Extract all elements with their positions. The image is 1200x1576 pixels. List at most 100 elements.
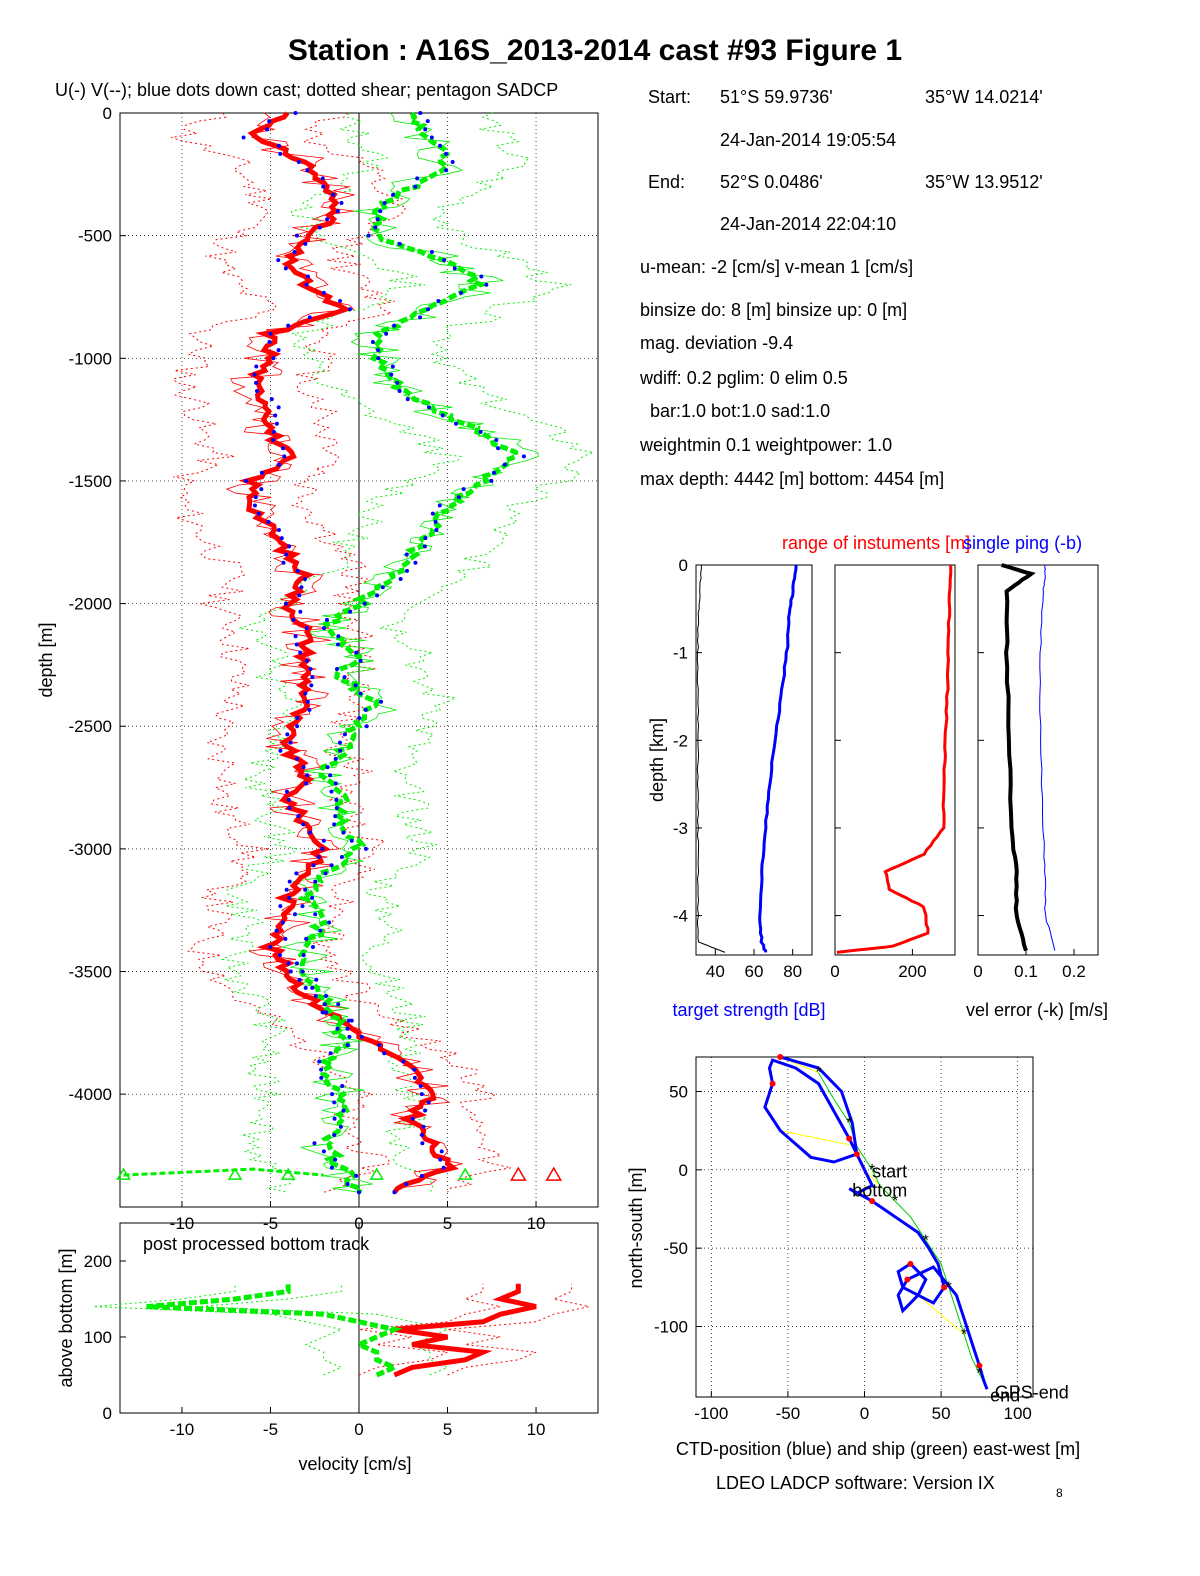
bottom-xlabel: velocity [cm/s]	[298, 1454, 411, 1474]
v-down-cast-dot	[404, 552, 409, 557]
u-down-cast-dot	[308, 666, 313, 671]
v-down-cast-dot	[413, 560, 418, 565]
u-down-cast-dot	[320, 176, 325, 181]
v-down-cast-dot	[334, 797, 339, 802]
u-down-cast-dot	[288, 740, 293, 745]
u-down-cast-dot	[284, 789, 289, 794]
ctd-ship-connector	[917, 1294, 965, 1335]
u-down-cast-dot	[254, 364, 259, 369]
u-down-cast-dot	[294, 871, 299, 876]
v-down-cast-dot	[429, 249, 434, 254]
v-down-cast-dot	[349, 838, 354, 843]
u-down-cast-dot	[284, 552, 289, 557]
u-down-cast-dot	[345, 1026, 350, 1031]
ctd-time-marker	[769, 1080, 776, 1087]
u-down-cast-dot	[322, 1002, 327, 1007]
v-down-cast-dot	[354, 1173, 359, 1178]
ctd-time-marker	[777, 1054, 784, 1060]
ship-time-marker: *	[923, 1232, 929, 1249]
v-down-cast-dot	[434, 527, 439, 532]
u-down-cast-dot	[279, 536, 284, 541]
v-down-cast-dot	[334, 805, 339, 810]
info-panel: Start: 51°S 59.9736' 35°W 14.0214' 24-Ja…	[639, 87, 1043, 489]
ctd-time-marker	[976, 1362, 983, 1369]
v-down-cast-dot	[484, 282, 489, 287]
profile-ylabel: depth [m]	[36, 622, 56, 697]
v-down-cast-dot	[397, 388, 402, 393]
u-down-cast-dot	[244, 478, 249, 483]
wdiff-text: wdiff: 0.2 pglim: 0 elim 0.5	[639, 368, 848, 388]
vel_error-frame	[977, 564, 1099, 956]
u-down-cast-dot	[404, 1182, 409, 1187]
start-lon: 35°W 14.0214'	[925, 87, 1043, 107]
v-down-cast-dot	[453, 421, 458, 426]
small-depth-ylabel: depth [km]	[647, 718, 667, 802]
ctd-time-marker	[869, 1198, 876, 1205]
v-down-cast-dot	[452, 266, 457, 271]
v-down-cast-dot	[336, 634, 341, 639]
u-down-cast-dot	[294, 756, 299, 761]
u-down-cast-dot	[298, 650, 303, 655]
vel_error-single-ping-line	[1039, 564, 1056, 951]
target_strength-ytick-label: -2	[673, 731, 688, 750]
v-down-cast-dot	[341, 1108, 346, 1113]
u-down-cast-dot	[313, 994, 318, 999]
v-down-cast-dot	[461, 487, 466, 492]
v-shear-left	[220, 112, 463, 1193]
v-down-cast-dot	[444, 151, 449, 156]
u-down-cast-dot	[292, 249, 297, 254]
position-xtick-label: -100	[694, 1404, 728, 1423]
position-ytick-label: -50	[663, 1239, 688, 1258]
profile-ytick-label: -3000	[69, 840, 112, 859]
v-down-cast-dot	[489, 478, 494, 483]
bottom_track-xtick-label: 0	[354, 1420, 363, 1439]
v-bottom-triangle	[457, 1167, 473, 1180]
u-down-cast-dot	[268, 331, 273, 336]
u-down-cast-dot	[339, 200, 344, 205]
u-down-cast-dot	[267, 119, 272, 124]
v-down-cast-dot	[327, 920, 332, 925]
u-down-cast-dot	[276, 527, 281, 532]
target_strength-up-line	[696, 564, 726, 953]
end-lon: 35°W 13.9512'	[925, 172, 1043, 192]
v-down-cast-dot	[314, 977, 319, 982]
v-down-cast-dot	[334, 666, 339, 671]
vel_error-vel-error-line	[1001, 563, 1036, 952]
v-down-cast-dot	[390, 364, 395, 369]
v-down-cast-dot	[426, 307, 431, 312]
maxdepth-text: max depth: 4442 [m] bottom: 4454 [m]	[640, 469, 944, 489]
u-down-cast-dot	[295, 568, 300, 573]
u-down-cast-dot	[287, 879, 292, 884]
v-down-cast-dot	[379, 699, 384, 704]
v-down-cast-dot	[324, 1010, 329, 1015]
v-down-cast-dot	[339, 855, 344, 860]
u-down-cast-dot	[276, 348, 281, 353]
position-xtick-label: 100	[1003, 1404, 1031, 1423]
ctd-time-marker	[907, 1260, 914, 1267]
u-shear-right	[291, 112, 512, 1193]
v-down-cast-dot	[364, 724, 369, 729]
u-down-cast-dot	[304, 781, 309, 786]
u-down-cast-dot	[321, 290, 326, 295]
u-down-cast-dot	[284, 887, 289, 892]
v-down-cast-dot	[333, 814, 338, 819]
position-xtick-label: 50	[932, 1404, 951, 1423]
v-down-cast-dot	[391, 192, 396, 197]
target_strength-frame	[695, 564, 813, 956]
ship-time-marker: *	[946, 1279, 952, 1296]
ship-time-marker: *	[815, 1065, 821, 1082]
v-down-cast-dot	[413, 184, 418, 189]
u-down-cast-dot	[269, 397, 274, 402]
v-down-cast-dot	[430, 511, 435, 516]
v-profile-line	[297, 111, 519, 1193]
v-down-cast-dot	[456, 495, 461, 500]
u-down-cast-dot	[338, 299, 343, 304]
v-down-cast-dot	[425, 119, 430, 124]
v-bottom-marker-line	[123, 1167, 324, 1177]
v-down-cast-dot	[333, 781, 338, 786]
u-down-cast-dot	[294, 642, 299, 647]
v-down-cast-dot	[301, 953, 306, 958]
v-down-cast-dot	[294, 961, 299, 966]
v-down-cast-dot	[318, 928, 323, 933]
